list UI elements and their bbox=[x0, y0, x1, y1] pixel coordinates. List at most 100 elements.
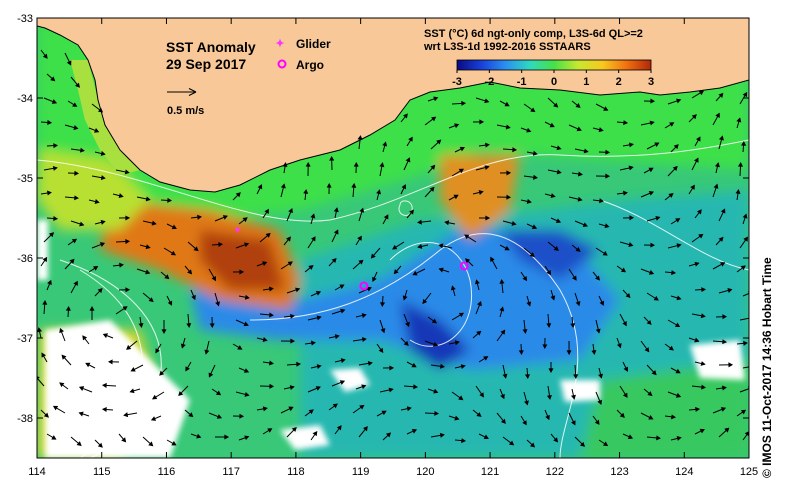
current-vector bbox=[739, 317, 749, 321]
current-vector-head bbox=[672, 165, 678, 171]
current-vector-head bbox=[530, 107, 536, 113]
current-vector-head bbox=[484, 98, 490, 104]
current-vector-head bbox=[235, 192, 241, 198]
current-vector-head bbox=[50, 76, 56, 82]
current-vector-head bbox=[216, 414, 223, 419]
current-vector-head bbox=[464, 234, 470, 240]
current-vector-head bbox=[74, 195, 80, 201]
current-vector-head bbox=[393, 269, 399, 275]
current-vector-head bbox=[357, 135, 363, 140]
current-vector-head bbox=[599, 198, 604, 204]
current-vector-head bbox=[188, 412, 194, 418]
current-vector-head bbox=[359, 404, 365, 410]
lon-tick-label: 122 bbox=[546, 466, 564, 478]
current-vector-head bbox=[431, 116, 437, 122]
current-vector bbox=[37, 377, 45, 387]
current-vector-head bbox=[439, 432, 445, 438]
current-vector-head bbox=[429, 186, 435, 192]
current-vector-head bbox=[262, 406, 268, 412]
current-vector-head bbox=[351, 182, 357, 188]
current-vector-head bbox=[465, 258, 471, 264]
current-vector-head bbox=[653, 295, 659, 301]
current-vector-head bbox=[522, 276, 528, 282]
current-vector-head bbox=[82, 335, 88, 341]
anomaly-field-warm-north bbox=[440, 155, 520, 240]
current-vector-head bbox=[628, 242, 634, 247]
current-vector-head bbox=[522, 329, 528, 334]
lat-tick-label: -36 bbox=[17, 253, 33, 265]
current-vector-head bbox=[485, 215, 491, 221]
current-vector-head bbox=[94, 128, 100, 133]
current-vector-head bbox=[370, 253, 376, 259]
current-vector-head bbox=[595, 275, 600, 281]
current-vector-head bbox=[715, 112, 720, 118]
current-vector-head bbox=[61, 354, 67, 360]
current-vector-head bbox=[312, 430, 318, 437]
current-vector-head bbox=[161, 329, 167, 335]
current-vector-head bbox=[336, 425, 342, 431]
scale-arrow bbox=[167, 88, 197, 96]
current-vector-head bbox=[208, 372, 214, 378]
current-vector-head bbox=[122, 306, 128, 311]
current-vector-head bbox=[316, 364, 322, 370]
current-vector-head bbox=[743, 236, 748, 242]
current-vector-head bbox=[53, 143, 59, 149]
current-vector-head bbox=[308, 409, 314, 415]
current-vector-head bbox=[204, 349, 210, 355]
current-vector-head bbox=[721, 385, 727, 391]
current-vector-head bbox=[53, 216, 59, 221]
plot-area bbox=[37, 18, 749, 458]
current-vector-head bbox=[598, 373, 603, 379]
current-vector-head bbox=[484, 142, 490, 148]
lat-tick-label: -37 bbox=[17, 333, 33, 345]
current-vector-head bbox=[500, 393, 505, 400]
current-vector-head bbox=[674, 322, 681, 328]
current-vector-head bbox=[654, 142, 660, 147]
current-vector-head bbox=[623, 120, 629, 126]
current-vector-head bbox=[439, 363, 445, 369]
lon-tick-label: 121 bbox=[481, 466, 499, 478]
colorbar-tick-label: 1 bbox=[583, 76, 589, 88]
current-vector-head bbox=[244, 435, 250, 441]
current-vector-head bbox=[616, 343, 622, 349]
current-vector-head bbox=[380, 328, 386, 334]
current-vector-head bbox=[340, 358, 346, 364]
current-vector-head bbox=[180, 343, 186, 349]
current-vector-head bbox=[178, 391, 184, 397]
lon-tick-label: 120 bbox=[416, 466, 434, 478]
colorbar-tick-label: -1 bbox=[517, 76, 527, 88]
current-vector-head bbox=[46, 190, 52, 196]
current-vector-head bbox=[743, 340, 748, 346]
anomaly-field-deep-blue-east bbox=[500, 230, 600, 280]
colorbar-tick-label: 0 bbox=[551, 76, 557, 88]
current-vector-head bbox=[123, 412, 129, 418]
current-vector-head bbox=[675, 218, 681, 223]
cloud-gap-west-edge bbox=[37, 220, 48, 280]
current-vector-head bbox=[622, 321, 627, 327]
current-vector-head bbox=[676, 295, 682, 301]
current-vector-head bbox=[623, 366, 629, 372]
current-vector-head bbox=[76, 441, 82, 447]
current-vector-head bbox=[620, 267, 627, 273]
current-vector-head bbox=[51, 99, 58, 104]
current-vector-head bbox=[403, 113, 408, 119]
current-vector-head bbox=[303, 189, 309, 194]
current-vector-head bbox=[506, 194, 512, 200]
current-vector-head bbox=[598, 127, 604, 133]
current-vector-head bbox=[288, 406, 294, 412]
current-vector-head bbox=[197, 214, 202, 220]
lon-tick-label: 115 bbox=[93, 466, 111, 478]
current-vector-head bbox=[385, 432, 392, 438]
cloud-gap-east bbox=[690, 340, 745, 380]
current-vector-head bbox=[644, 347, 650, 353]
current-vector-head bbox=[308, 265, 314, 270]
current-vector-head bbox=[71, 238, 78, 244]
current-vector-head bbox=[389, 365, 395, 371]
current-vector-head bbox=[379, 162, 385, 168]
current-vector-head bbox=[215, 301, 220, 307]
current-vector-head bbox=[171, 441, 177, 446]
current-vector-head bbox=[454, 123, 460, 129]
current-vector-head bbox=[582, 222, 588, 227]
current-vector-head bbox=[295, 287, 301, 293]
current-vector-head bbox=[499, 279, 505, 284]
